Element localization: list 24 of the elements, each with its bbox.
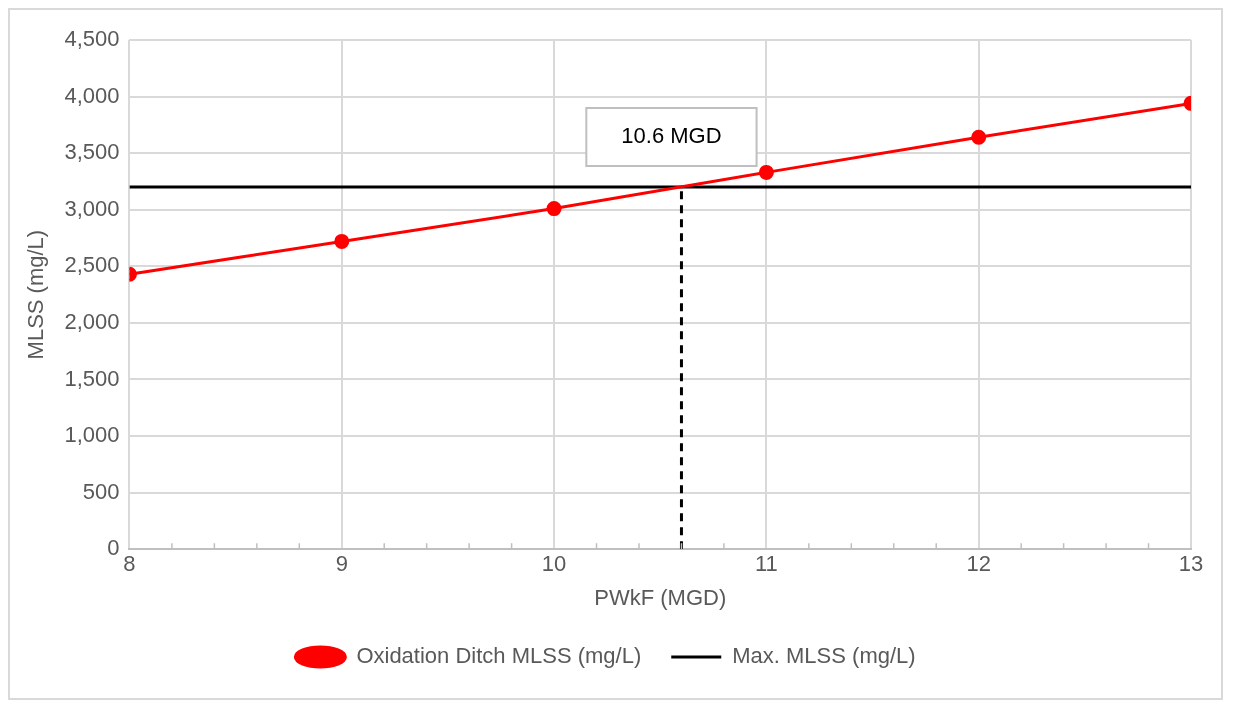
legend-label: Max. MLSS (mg/L) [732, 643, 916, 669]
y-axis-title: MLSS (mg/L) [23, 229, 49, 360]
y-tick-label: 1,000 [64, 422, 120, 448]
y-tick-label: 0 [107, 535, 120, 561]
x-tick-label: 12 [966, 551, 991, 577]
y-tick-label: 4,500 [64, 26, 120, 52]
y-tick-label: 500 [82, 478, 120, 504]
y-tick-label: 3,000 [64, 195, 120, 221]
x-axis-title: PWkF (MGD) [594, 584, 727, 610]
x-tick-label: 9 [335, 551, 348, 577]
y-tick-label: 1,500 [64, 365, 120, 391]
y-tick-label: 2,000 [64, 308, 120, 334]
legend-label: Oxidation Ditch MLSS (mg/L) [356, 643, 642, 669]
point [546, 201, 562, 217]
point [758, 164, 774, 180]
y-tick-label: 3,500 [64, 139, 120, 165]
x-tick-label: 13 [1178, 551, 1204, 577]
annotation: 10.6 MGD [621, 123, 722, 149]
y-tick-label: 2,500 [64, 252, 120, 278]
point [334, 233, 350, 249]
y-tick-label: 4,000 [64, 82, 120, 108]
x-tick-label: 10 [541, 551, 567, 577]
x-tick-label: 8 [123, 551, 136, 577]
x-tick-label: 11 [754, 551, 778, 577]
